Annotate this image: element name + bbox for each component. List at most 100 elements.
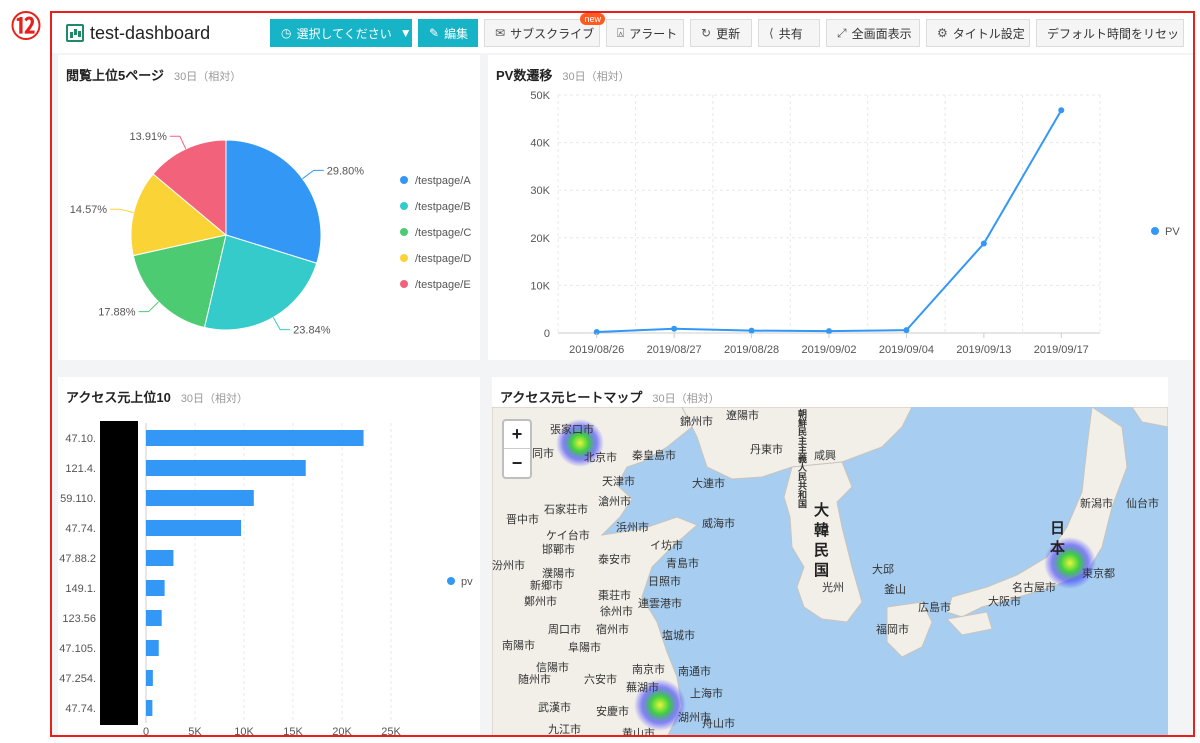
pv-trend-panel: PV数遷移 30日（相対） 0 10K 20K 30K 40K 50K 2019/08/26 2… (488, 55, 1193, 360)
x-tick-label: 2019/09/02 (801, 344, 856, 356)
share-button[interactable]: ⟨ 共有 (758, 19, 820, 47)
select-dropdown-button[interactable]: ◷ 選択してください ▼ (270, 19, 412, 47)
map-country-label-korea: 大 (814, 501, 830, 519)
pie-slice[interactable] (130, 173, 228, 257)
legend-marker (400, 202, 408, 210)
panel-title: 閲覧上位5ページ 30日（相対） (66, 68, 242, 83)
legend-item[interactable]: PV (1165, 226, 1180, 238)
map-city-label: 南通市 (678, 665, 711, 678)
map-country-label-korea: 韓 (814, 521, 830, 539)
map-city-label: 晋中市 (506, 513, 539, 526)
map-city-label: 濮陽市 (542, 567, 575, 580)
legend-marker (400, 176, 408, 184)
x-tick-label: 25K (381, 726, 401, 737)
edit-button[interactable]: ✎ 編集 (418, 19, 478, 47)
map-country-label-north-korea: 民 (798, 473, 808, 483)
map-city-label: 秦皇島市 (632, 449, 676, 462)
map-city-label: 日照市 (648, 575, 681, 588)
pie-slice[interactable] (203, 234, 318, 331)
x-tick-label: 5K (188, 726, 202, 737)
fullscreen-button[interactable]: ⤢ 全画面表示 (826, 19, 920, 47)
bar[interactable] (146, 460, 306, 476)
legend-item[interactable]: /testpage/A (415, 175, 471, 187)
map-city-label: 遼陽市 (726, 409, 759, 422)
map-city-label: 随州市 (518, 673, 551, 686)
map-city-label: 東京都 (1082, 567, 1115, 580)
map-city-label: 福岡市 (876, 623, 909, 636)
map-country-label-north-korea: 主 (798, 446, 808, 456)
clock-icon: ◷ (281, 26, 292, 40)
map-city-label: 釜山 (884, 583, 906, 596)
data-point[interactable] (1058, 107, 1065, 114)
bar[interactable] (146, 700, 153, 716)
map-country-label-north-korea: 義 (798, 455, 808, 465)
legend-item[interactable]: /testpage/E (415, 279, 471, 291)
map-city-label: 名古屋市 (1012, 581, 1056, 594)
map-city-label: 咸興 (814, 449, 836, 462)
data-point[interactable] (671, 325, 678, 332)
data-point[interactable] (826, 328, 832, 335)
bar[interactable] (146, 490, 254, 506)
mail-icon: ✉ (495, 26, 506, 40)
data-point[interactable] (593, 329, 600, 336)
map-city-label: 棗荘市 (598, 589, 631, 602)
map-city-label: 滄州市 (598, 495, 631, 508)
map-city-label: 連雲港市 (638, 597, 682, 610)
map-city-label: 大連市 (692, 477, 725, 490)
x-tick-label: 15K (283, 726, 303, 737)
y-tick-label: 47.88.2 (59, 553, 96, 565)
subscribe-button[interactable]: ✉ サブスクライブ new (484, 13, 605, 47)
heatmap-map[interactable]: 張家口市 北京市 同市 天津市 秦皇島市 錦州市 遼陽市 丹東市 咸興 大連市 滄州市 石家荘市 晋中市… (492, 407, 1168, 735)
y-tick-label: 123.56 (62, 613, 96, 625)
y-tick-label: 40K (530, 138, 550, 150)
x-tick-label: 2019/08/28 (724, 344, 779, 356)
refresh-button[interactable]: ↻ 更新 (690, 19, 752, 47)
bar[interactable] (146, 670, 153, 686)
map-city-label: 北京市 (584, 451, 617, 464)
zoom-out-button[interactable]: − (511, 452, 523, 473)
pie-slice[interactable] (225, 139, 322, 264)
bar[interactable] (146, 430, 364, 446)
legend-marker (400, 280, 408, 288)
legend-marker (400, 228, 408, 236)
legend-item[interactable]: pv (461, 576, 473, 588)
map-city-label: 湖州市 (678, 711, 711, 724)
map-city-label: 丹東市 (750, 443, 783, 456)
bar[interactable] (146, 550, 174, 566)
pie-data-label: 23.84% (293, 325, 331, 337)
y-tick-label: 149.1. (65, 583, 96, 595)
source-heatmap-panel: アクセス元ヒートマップ 30日（相対） (492, 377, 1168, 735)
dashboard-frame: test-dashboard ◷ 選択してください ▼ ✎ 編集 ✉ サブスクラ… (50, 11, 1195, 737)
title-settings-button[interactable]: ⚙ タイトル設定 (926, 19, 1030, 47)
y-tick-label: 47.74. (65, 703, 96, 715)
x-tick-label: 20K (332, 726, 352, 737)
x-tick-label: 2019/08/26 (569, 344, 624, 356)
bar[interactable] (146, 580, 165, 596)
data-point[interactable] (903, 327, 910, 334)
pv-series-line (596, 109, 1063, 334)
bar[interactable] (146, 520, 242, 536)
heatmap-hotspot-tokyo (1044, 537, 1096, 589)
panel-title: アクセス元ヒートマップ 30日（相対） (500, 390, 720, 405)
map-city-label: 仙台市 (1126, 497, 1159, 510)
pie-label-line (169, 135, 187, 150)
map-country-label-korea: 国 (814, 561, 830, 579)
map-country-label-north-korea: 和 (798, 491, 808, 501)
bar[interactable] (146, 640, 159, 656)
legend-item[interactable]: /testpage/C (415, 227, 471, 239)
pie-slice[interactable] (152, 139, 227, 237)
data-point[interactable] (980, 240, 987, 247)
bar[interactable] (146, 610, 162, 626)
alert-button[interactable]: ⍓ アラート (606, 19, 684, 47)
zoom-in-button[interactable]: + (504, 421, 530, 449)
step-number-badge: ⑫ (11, 10, 41, 45)
legend-item[interactable]: /testpage/D (415, 253, 471, 265)
pie-slice[interactable] (132, 234, 227, 329)
y-tick-label: 47.254. (59, 673, 96, 685)
reset-time-button[interactable]: デフォルト時間をリセット (1036, 19, 1184, 47)
pie-label-line (138, 301, 159, 313)
line-chart: 0 10K 20K 30K 40K 50K 2019/08/26 2019/08/27 2019… (530, 90, 1180, 356)
data-point[interactable] (748, 327, 755, 334)
legend-item[interactable]: /testpage/B (415, 201, 471, 213)
map-city-label: 大邱 (872, 563, 894, 576)
